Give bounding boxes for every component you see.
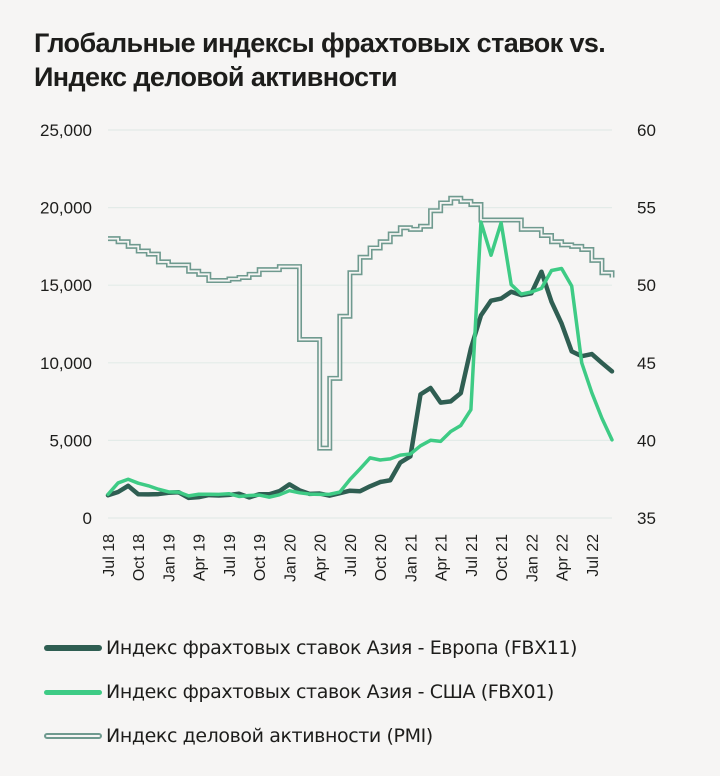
legend-item-fbx11: Индекс фрахтовых ставок Азия - Европа (F… (44, 626, 577, 670)
chart-title-line-2: Индекс деловой активности (34, 62, 398, 92)
y2-tick-label: 50 (637, 276, 656, 295)
y-axis-right-ticks: 35 40 45 50 55 60 (637, 121, 656, 528)
x-tick-label: Jul 22 (585, 534, 602, 577)
y-tick-label: 5,000 (49, 431, 92, 450)
legend: Индекс фрахтовых ставок Азия - Европа (F… (44, 626, 577, 758)
y-axis-left-ticks: 0 5,000 10,000 15,000 20,000 25,000 (40, 121, 92, 528)
x-tick-label: Apr 21 (434, 534, 451, 581)
x-tick-label: Jan 20 (282, 534, 299, 582)
y2-tick-label: 55 (637, 199, 656, 218)
x-tick-label: Oct 21 (494, 534, 511, 581)
x-tick-label: Apr 22 (555, 534, 572, 581)
y-tick-label: 10,000 (40, 354, 92, 373)
x-tick-label: Oct 19 (252, 534, 269, 581)
legend-swatch-fbx01 (44, 689, 102, 695)
y-tick-label: 0 (83, 509, 92, 528)
pmi-line-outer (108, 195, 615, 451)
fbx01-line (106, 220, 614, 499)
legend-label-fbx01: Индекс фрахтовых ставок Азия - США (FBX0… (106, 681, 554, 703)
y-tick-label: 25,000 (40, 121, 92, 140)
x-tick-label: Jan 22 (524, 534, 541, 582)
series-lines (105, 195, 615, 501)
legend-item-pmi: Индекс деловой активности (PMI) (44, 714, 577, 758)
chart-title-line-1: Глобальные индексы фрахтовых ставок vs. (34, 28, 606, 58)
x-tick-label: Jul 18 (101, 534, 118, 577)
y2-tick-label: 40 (637, 431, 656, 450)
legend-label-fbx11: Индекс фрахтовых ставок Азия - Европа (F… (106, 637, 578, 659)
y2-tick-label: 60 (637, 121, 656, 140)
x-tick-label: Jan 21 (403, 534, 420, 582)
x-tick-label: Oct 20 (373, 534, 390, 581)
y-tick-label: 20,000 (40, 199, 92, 218)
x-tick-label: Jul 20 (343, 534, 360, 577)
x-tick-label: Apr 19 (192, 534, 209, 581)
x-axis-ticks: Jul 18 Oct 18 Jan 19 Apr 19 Jul 19 Oct 19 Jan … (101, 534, 602, 582)
pmi-line-inner (108, 197, 613, 450)
x-tick-label: Jul 19 (222, 534, 239, 577)
x-tick-label: Jan 19 (161, 534, 178, 582)
x-tick-label: Apr 20 (313, 534, 330, 581)
legend-item-fbx01: Индекс фрахтовых ставок Азия - США (FBX0… (44, 670, 577, 714)
fbx11-line (105, 269, 615, 501)
legend-label-pmi: Индекс деловой активности (PMI) (106, 725, 433, 747)
x-tick-label: Jul 21 (464, 534, 481, 577)
y-tick-label: 15,000 (40, 276, 92, 295)
legend-swatch-fbx11 (44, 645, 102, 651)
line-chart: 0 5,000 10,000 15,000 20,000 25,000 35 40 45 50 5… (40, 121, 656, 582)
legend-swatch-pmi (44, 733, 102, 739)
y2-tick-label: 35 (637, 509, 656, 528)
x-tick-label: Oct 18 (131, 534, 148, 581)
chart-title: Глобальные индексы фрахтовых ставок vs. … (34, 26, 694, 94)
gridlines (108, 129, 612, 519)
y2-tick-label: 45 (637, 354, 656, 373)
